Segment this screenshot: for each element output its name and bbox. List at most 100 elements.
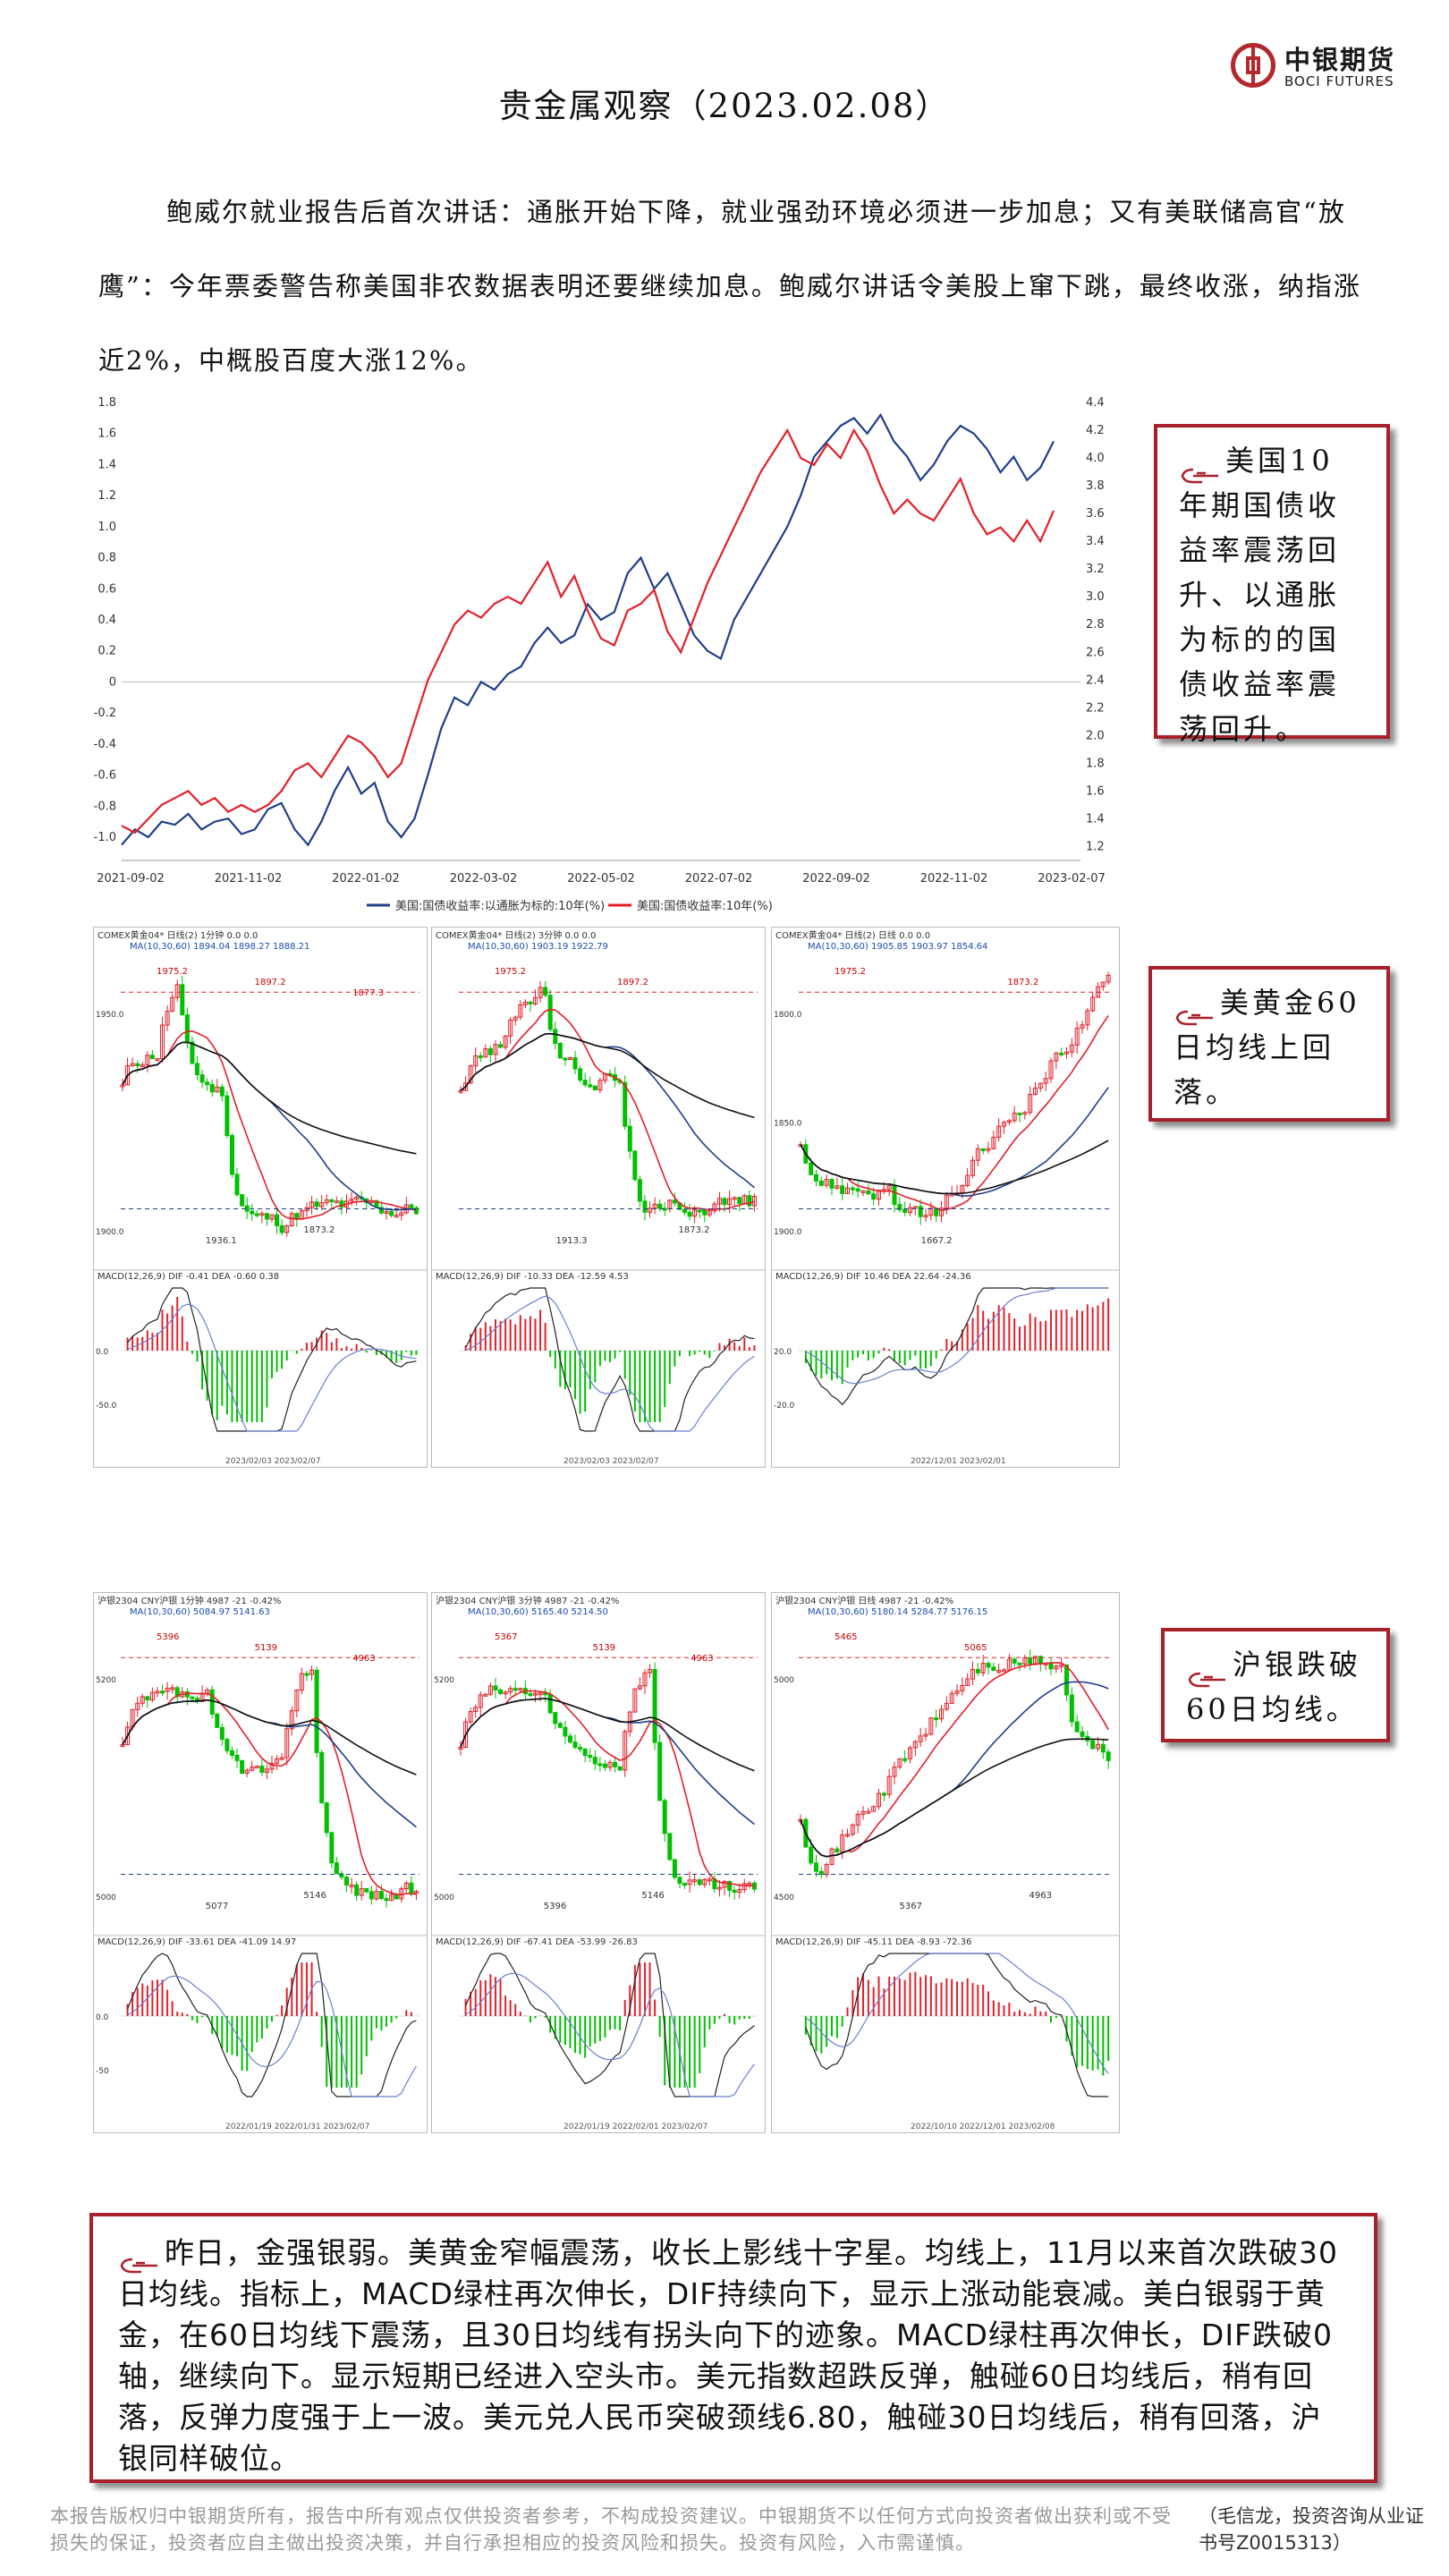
candle-body	[737, 1197, 742, 1204]
candle-body	[503, 1691, 508, 1695]
panel-header: COMEX黄金04* 日线(2) 1分钟 0.0 0.0	[97, 931, 258, 941]
dea-line	[805, 1953, 1109, 2074]
candle-body	[1096, 1743, 1100, 1750]
macd-header: MACD(12,26,9) DIF -45.11 DEA -8.93 -72.3…	[775, 1937, 972, 1947]
candle-body	[667, 1833, 673, 1860]
ma-long-line	[460, 1032, 755, 1119]
macd-header: MACD(12,26,9) DIF -0.41 DEA -0.60 0.38	[97, 1272, 280, 1282]
candle-body	[657, 1741, 663, 1801]
candle-body	[592, 1085, 597, 1091]
panel-ma-values: MA(10,30,60) 5084.97 5141.63	[130, 1607, 270, 1617]
candle-body	[190, 1041, 195, 1064]
left-tick-label: 0.6	[97, 582, 116, 596]
candle-body	[835, 1848, 840, 1852]
candle-body	[809, 1846, 814, 1864]
macd-header: MACD(12,26,9) DIF 10.46 DEA 22.64 -24.36	[775, 1272, 971, 1282]
candle-body	[508, 1019, 513, 1037]
candle-body	[522, 1001, 528, 1005]
candle-body	[250, 1210, 255, 1215]
candle-body	[324, 1199, 329, 1204]
price-label: 1897.2	[617, 978, 648, 987]
x-tick-label: 2021-11-02	[215, 872, 283, 886]
candle-body	[533, 1692, 538, 1696]
candle-body	[567, 1735, 572, 1743]
panel-header: 沪银2304 CNY沪银 3分钟 4987 -21 -0.42%	[436, 1597, 620, 1606]
right-tick-label: 2.8	[1086, 618, 1105, 631]
candle-body	[602, 1763, 607, 1768]
price-label: 1873.2	[679, 1225, 710, 1235]
panel-header: COMEX黄金04* 日线(2) 3分钟 0.0 0.0	[436, 931, 597, 941]
candle-body	[824, 1179, 829, 1186]
ma-mid-line	[800, 1087, 1109, 1197]
candle-body	[314, 1669, 319, 1753]
candle-body	[190, 1696, 195, 1699]
dea-line	[127, 1303, 417, 1432]
candle-body	[339, 1200, 344, 1208]
candle-body	[319, 1751, 325, 1804]
kline-svg: 5465 5367 5065 4963 5000 4500 2022/10/10 2022/…	[772, 1632, 1119, 2131]
bond-yield-svg: 1.8 1.6 1.4 1.2 1.0 0.8 0.6 0.4 0.2 0 -0.2 -0.4 -0.6…	[94, 396, 1106, 913]
panel-ma-values: MA(10,30,60) 1894.04 1898.27 1888.21	[130, 942, 310, 952]
candle-body	[648, 1669, 653, 1674]
candle-body	[722, 1198, 727, 1206]
candle-body	[1028, 1657, 1033, 1665]
ma-long-line	[122, 1699, 417, 1775]
y-tick-label: 1850.0	[774, 1120, 802, 1129]
x-tick-label: 2022-01-02	[332, 872, 400, 886]
candle-body	[975, 1148, 980, 1161]
ma-short-line	[122, 1030, 417, 1220]
candle-body	[829, 1179, 835, 1189]
candle-body	[1048, 1060, 1054, 1080]
candle-body	[623, 1731, 628, 1771]
candle-body	[707, 1878, 712, 1882]
panel-header: 沪银2304 CNY沪银 日线 4987 -21 -0.42%	[775, 1597, 954, 1606]
candle-body	[289, 1213, 294, 1227]
candle-body	[572, 1057, 578, 1070]
candle-body	[557, 1723, 563, 1728]
candle-body	[860, 1810, 866, 1815]
candle-body	[135, 1063, 140, 1067]
legend-label: 美国:国债收益率:以通胀为标的:10年(%)	[395, 899, 605, 913]
kline-svg: 5367 5396 5139 5146 4963 5200 5000 2022/01/19 2…	[432, 1632, 765, 2131]
left-tick-label: 0	[109, 675, 116, 689]
candle-body	[845, 1834, 850, 1837]
candle-body	[1054, 1665, 1059, 1670]
candle-body	[928, 1208, 934, 1216]
macd-tick-label: 0.0	[96, 1348, 109, 1357]
price-label: 1913.3	[556, 1236, 588, 1246]
candle-body	[1106, 1751, 1111, 1761]
y-tick-label: 5000	[774, 1676, 794, 1685]
candle-body	[1043, 1078, 1048, 1084]
candle-body	[369, 1891, 374, 1900]
candle-body	[155, 1058, 160, 1062]
candle-body	[250, 1767, 255, 1771]
candle-body	[259, 1213, 265, 1216]
candle-body	[1059, 1664, 1064, 1667]
series-line-1	[121, 428, 1055, 835]
candle-body	[697, 1879, 702, 1885]
ma-short-line	[122, 1692, 417, 1896]
candle-body	[195, 1063, 199, 1076]
price-label: 5367	[900, 1902, 922, 1911]
candle-body	[149, 1691, 155, 1700]
candle-body	[567, 1057, 572, 1061]
candle-body	[712, 1203, 717, 1212]
candle-body	[533, 996, 538, 1004]
candle-body	[553, 1712, 558, 1724]
candle-body	[463, 1082, 469, 1091]
candle-body	[1033, 1087, 1038, 1096]
y-tick-label: 1800.0	[774, 1011, 802, 1020]
candle-body	[912, 1741, 918, 1749]
y-tick-label: 5200	[434, 1676, 454, 1685]
candle-body	[329, 1199, 335, 1203]
candle-body	[503, 1035, 508, 1048]
ma-mid-line	[800, 1681, 1109, 1858]
ma-long-line	[800, 1738, 1109, 1858]
candle-body	[855, 1813, 860, 1826]
right-tick-label: 4.0	[1086, 452, 1105, 465]
candle-body	[866, 1190, 871, 1195]
pointing-hand-icon	[1174, 996, 1215, 1025]
candle-body	[384, 1898, 389, 1902]
price-label: 1897.2	[255, 978, 286, 987]
price-label: 4963	[691, 1654, 713, 1664]
